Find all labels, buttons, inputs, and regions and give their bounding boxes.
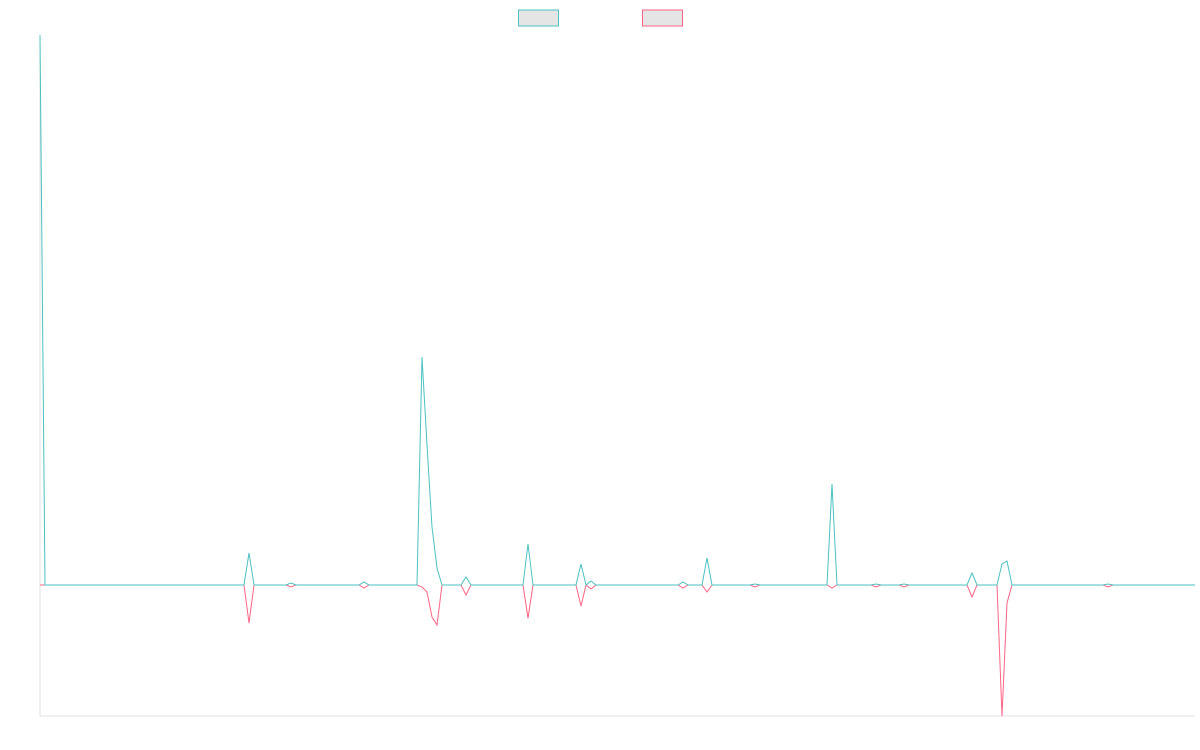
series-line [39, 34, 1195, 586]
series-line [40, 584, 1195, 717]
legend-swatch [518, 9, 559, 27]
legend-swatch [642, 9, 683, 27]
